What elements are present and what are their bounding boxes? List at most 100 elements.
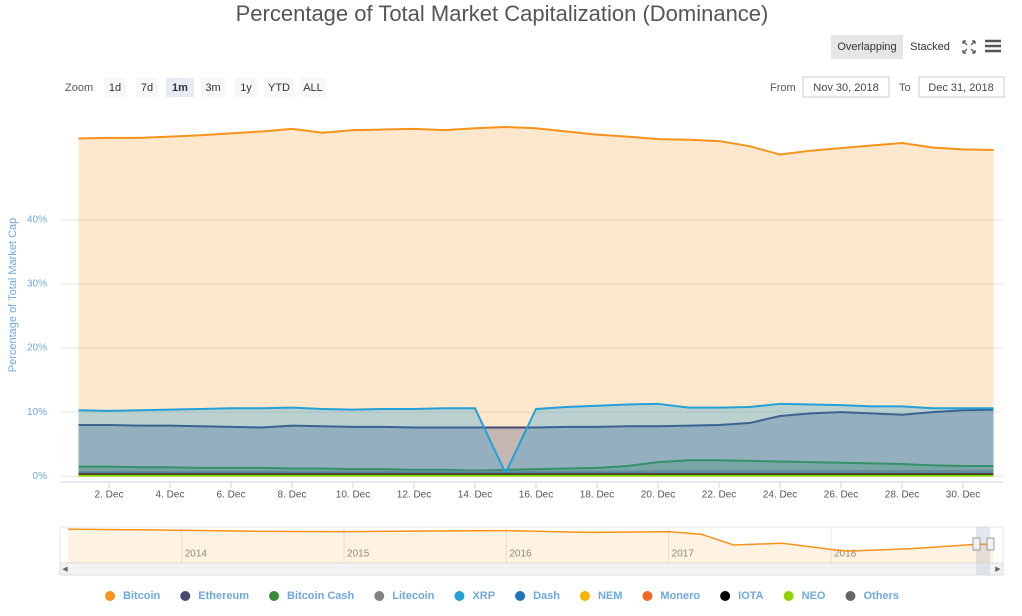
zoom-button[interactable]: 1m bbox=[166, 78, 194, 97]
navigator-handle[interactable] bbox=[986, 537, 995, 551]
navigator-tick-label: 2018 bbox=[834, 549, 857, 560]
navigator-handle[interactable] bbox=[972, 537, 981, 551]
button-bg bbox=[904, 35, 956, 59]
button-bg bbox=[104, 78, 126, 97]
zoom-button[interactable]: YTD bbox=[264, 78, 294, 97]
legend-label: Litecoin bbox=[392, 590, 434, 602]
navigator-line bbox=[68, 528, 994, 552]
button-bg bbox=[300, 78, 326, 97]
button-bg bbox=[264, 78, 294, 97]
fullscreen-icon[interactable] bbox=[962, 40, 976, 54]
chart-title: Percentage of Total Market Capitalizatio… bbox=[236, 1, 769, 26]
legend-label: Monero bbox=[660, 590, 700, 602]
button-bg bbox=[201, 78, 225, 97]
legend-symbol bbox=[374, 591, 385, 601]
zoom-button[interactable]: ALL bbox=[300, 78, 326, 97]
legend-label: Bitcoin Cash bbox=[287, 590, 355, 602]
zoom-button[interactable]: 1y bbox=[235, 78, 257, 97]
mode-button[interactable]: Overlapping bbox=[831, 35, 903, 59]
x-tick-label: 26. Dec bbox=[824, 490, 858, 501]
legend-symbol bbox=[515, 591, 526, 601]
x-tick-label: 16. Dec bbox=[519, 490, 553, 501]
legend-label: Dash bbox=[533, 590, 560, 602]
legend-item[interactable]: Dash bbox=[515, 590, 560, 602]
to-input[interactable] bbox=[918, 76, 1005, 98]
legend-item[interactable]: Litecoin bbox=[374, 590, 435, 602]
button-label: YTD bbox=[268, 82, 290, 94]
navigator-tick-label: 2017 bbox=[672, 549, 695, 560]
series-line bbox=[78, 459, 994, 472]
button-bg bbox=[136, 78, 158, 97]
legend-item[interactable]: XRP bbox=[454, 590, 495, 602]
legend-symbol bbox=[180, 591, 191, 601]
button-bg bbox=[166, 78, 194, 97]
legend-label: Ethereum bbox=[198, 590, 249, 602]
legend-item[interactable]: NEM bbox=[579, 590, 622, 602]
legend-symbol bbox=[783, 591, 794, 601]
button-bg bbox=[831, 35, 903, 59]
scroll-arrow: ◀ bbox=[62, 566, 68, 573]
y-tick-label: 10% bbox=[27, 407, 47, 418]
button-label: 7d bbox=[141, 82, 153, 94]
series-line bbox=[78, 470, 994, 473]
from-input[interactable] bbox=[802, 76, 890, 98]
legend-item[interactable]: IOTA bbox=[720, 590, 764, 602]
series-line bbox=[78, 402, 994, 476]
legend-item[interactable]: Monero bbox=[642, 590, 700, 602]
legend-label: NEO bbox=[802, 590, 826, 602]
navigator-area bbox=[68, 529, 994, 563]
legend-symbol bbox=[720, 591, 731, 601]
button-label: 1y bbox=[240, 82, 252, 94]
series-area bbox=[78, 403, 994, 477]
x-tick-label: 22. Dec bbox=[702, 490, 736, 501]
x-tick-label: 10. Dec bbox=[336, 490, 370, 501]
x-tick-label: 24. Dec bbox=[763, 490, 797, 501]
button-label: Stacked bbox=[910, 41, 950, 53]
legend-symbol bbox=[454, 591, 465, 601]
y-tick-label: 20% bbox=[27, 343, 47, 354]
scrollbar[interactable] bbox=[59, 562, 1004, 576]
navigator-tick-label: 2016 bbox=[509, 549, 532, 560]
x-tick-label: 20. Dec bbox=[641, 490, 675, 501]
button-label: ALL bbox=[303, 82, 323, 94]
legend-label: IOTA bbox=[738, 590, 764, 602]
legend-item[interactable]: Others bbox=[845, 590, 899, 602]
x-tick-label: 8. Dec bbox=[278, 490, 307, 501]
mode-button[interactable]: Stacked bbox=[904, 35, 956, 59]
legend-item[interactable]: Bitcoin Cash bbox=[269, 590, 355, 602]
zoom-button[interactable]: 1d bbox=[104, 78, 126, 97]
from-label: From bbox=[770, 82, 796, 94]
to-value: Dec 31, 2018 bbox=[928, 82, 993, 94]
series-line bbox=[78, 125, 994, 156]
zoom-label: Zoom bbox=[65, 82, 93, 94]
navigator-tick-label: 2014 bbox=[185, 549, 208, 560]
navigator-tick-label: 2015 bbox=[347, 549, 370, 560]
x-tick-label: 30. Dec bbox=[946, 490, 980, 501]
button-label: 3m bbox=[205, 82, 220, 94]
legend-symbol bbox=[269, 591, 280, 601]
menu-icon[interactable] bbox=[985, 39, 1001, 53]
legend-symbol bbox=[845, 591, 856, 601]
y-tick-label: 40% bbox=[27, 215, 47, 226]
y-axis-title: Percentage of Total Market Cap bbox=[7, 218, 19, 373]
y-tick-label: 30% bbox=[27, 279, 47, 290]
plot-series bbox=[78, 125, 994, 477]
x-tick-label: 6. Dec bbox=[217, 490, 246, 501]
legend-item[interactable]: Bitcoin bbox=[105, 590, 161, 602]
to-label: To bbox=[899, 82, 911, 94]
button-label: Overlapping bbox=[837, 41, 896, 53]
legend-item[interactable]: NEO bbox=[783, 590, 826, 602]
legend-label: XRP bbox=[472, 590, 495, 602]
x-tick-label: 2. Dec bbox=[95, 490, 124, 501]
zoom-button[interactable]: 7d bbox=[136, 78, 158, 97]
x-tick-label: 14. Dec bbox=[458, 490, 492, 501]
legend-symbol bbox=[642, 591, 653, 601]
zoom-button[interactable]: 3m bbox=[201, 78, 225, 97]
x-tick-label: 28. Dec bbox=[885, 490, 919, 501]
legend-item[interactable]: Ethereum bbox=[180, 590, 249, 602]
scroll-arrow: ▶ bbox=[995, 566, 1001, 573]
series-area bbox=[78, 126, 994, 477]
x-tick-label: 12. Dec bbox=[397, 490, 431, 501]
